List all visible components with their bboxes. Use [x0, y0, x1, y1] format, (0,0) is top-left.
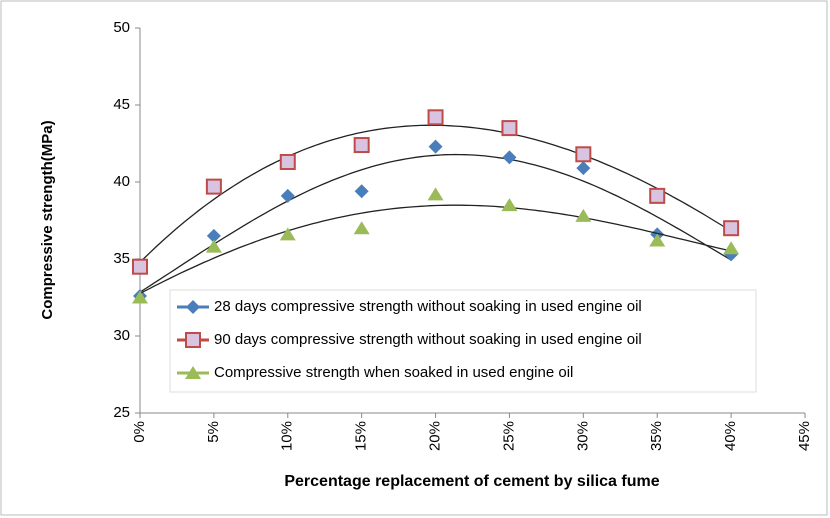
marker [354, 184, 369, 199]
x-tick-label: 10% [279, 421, 296, 451]
y-tick-label: 30 [113, 327, 130, 344]
legend: 28 days compressive strength without soa… [169, 289, 757, 393]
x-tick-label: 45% [796, 421, 813, 451]
marker [428, 139, 443, 154]
x-tick-label: 20% [427, 421, 444, 451]
x-axis-title: Percentage replacement of cement by sili… [284, 473, 659, 490]
y-tick-label: 40 [113, 173, 130, 190]
marker [185, 332, 201, 348]
marker [575, 146, 592, 163]
x-tick-label: 35% [648, 421, 665, 451]
legend-label: 28 days compressive strength without soa… [214, 298, 642, 315]
marker [279, 153, 296, 170]
marker [132, 258, 148, 275]
y-tick-label: 50 [113, 19, 130, 36]
marker [353, 137, 370, 154]
marker [185, 366, 201, 379]
x-tick-label: 40% [722, 421, 739, 451]
marker [279, 227, 296, 241]
marker [649, 187, 666, 204]
marker [502, 150, 517, 165]
marker [649, 233, 666, 247]
marker [427, 187, 444, 201]
marker [723, 220, 740, 237]
marker [353, 221, 370, 235]
y-tick-label: 45 [113, 96, 130, 113]
marker [427, 109, 444, 126]
x-tick-label: 30% [574, 421, 591, 451]
legend-label: 90 days compressive strength without soa… [214, 331, 642, 348]
marker [280, 188, 295, 203]
marker [205, 239, 222, 253]
trendline [139, 204, 732, 294]
legend-box [169, 289, 757, 393]
y-tick-label: 35 [113, 250, 130, 267]
marker [575, 208, 592, 222]
marker [186, 300, 200, 314]
marker [132, 290, 148, 304]
marker [723, 241, 740, 255]
marker [501, 120, 518, 137]
x-tick-label: 25% [500, 421, 517, 451]
marker [501, 198, 518, 212]
y-tick-label: 25 [113, 404, 130, 421]
legend-label: Compressive strength when soaked in used… [214, 364, 573, 381]
marker [205, 178, 222, 195]
x-tick-label: 0% [131, 421, 148, 443]
marker [576, 161, 591, 176]
y-axis-title: Compressive strength(MPa) [39, 120, 56, 319]
trendline [139, 153, 732, 293]
x-tick-label: 5% [205, 421, 222, 443]
marker [206, 228, 221, 243]
x-tick-label: 15% [353, 421, 370, 451]
